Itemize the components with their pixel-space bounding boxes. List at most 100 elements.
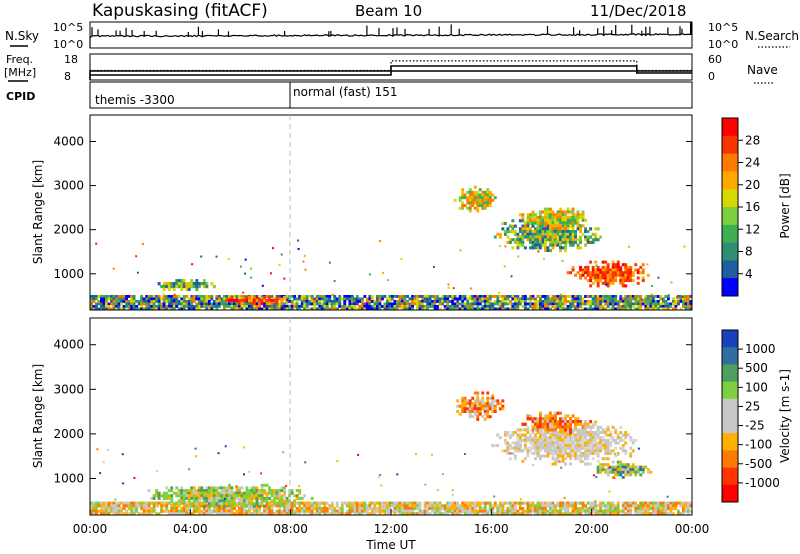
- data-cell: [458, 404, 462, 408]
- data-cell: [233, 502, 236, 506]
- data-cell: [581, 454, 585, 458]
- data-cell: [560, 466, 563, 469]
- data-cell: [523, 436, 527, 440]
- data-cell: [210, 502, 214, 506]
- data-cell: [207, 512, 211, 516]
- data-cell: [574, 221, 577, 225]
- data-cell: [651, 300, 655, 303]
- data-cell: [210, 297, 214, 301]
- data-cell: [110, 501, 113, 505]
- data-cell: [182, 297, 186, 301]
- data-cell: [403, 504, 407, 508]
- data-cell: [310, 302, 314, 306]
- data-cell: [243, 305, 246, 308]
- data-cell: [182, 489, 186, 493]
- data-cell: [182, 491, 186, 495]
- data-cell: [576, 417, 580, 421]
- data-cell: [373, 307, 377, 311]
- data-cell: [624, 271, 628, 275]
- data-cell: [526, 414, 530, 418]
- data-cell: [195, 279, 199, 283]
- data-cell: [378, 302, 382, 306]
- data-cell: [526, 452, 530, 455]
- data-cell: [255, 499, 259, 503]
- data-cell: [584, 235, 587, 239]
- data-cell: [345, 504, 349, 508]
- data-cell: [534, 438, 537, 442]
- data-cell: [526, 438, 530, 442]
- data-cell: [614, 307, 618, 311]
- data-cell: [240, 301, 244, 306]
- data-cell: [539, 297, 542, 301]
- data-cell: [554, 417, 557, 421]
- data-cell: [491, 509, 495, 513]
- data-cell: [536, 438, 540, 442]
- data-cell: [295, 305, 299, 308]
- data-cell: [413, 501, 417, 505]
- data-cell: [559, 422, 562, 426]
- data-cell: [601, 265, 605, 269]
- data-cell: [130, 307, 133, 311]
- data-cell: [130, 504, 133, 508]
- data-cell: [102, 509, 106, 513]
- data-cell: [217, 509, 221, 513]
- data-cell: [561, 454, 565, 458]
- data-cell: [197, 282, 201, 286]
- data-cell: [303, 507, 307, 511]
- data-cell: [476, 196, 480, 200]
- data-cell: [509, 452, 512, 455]
- data-cell: [441, 297, 445, 301]
- data-cell: [280, 486, 284, 490]
- data-cell: [270, 507, 274, 511]
- data-cell: [192, 512, 196, 516]
- data-cell: [378, 501, 382, 505]
- data-cell: [105, 302, 108, 306]
- data-cell: [584, 438, 587, 442]
- data-cell: [156, 470, 159, 473]
- data-cell: [486, 501, 490, 505]
- data-cell: [160, 305, 164, 308]
- colorbar-tick-label: -1000: [745, 476, 780, 490]
- data-cell: [536, 230, 540, 234]
- data-cell: [92, 509, 96, 513]
- data-cell: [350, 305, 354, 308]
- data-cell: [606, 281, 610, 285]
- data-cell: [599, 271, 603, 275]
- data-cell: [584, 509, 587, 513]
- data-cell: [418, 504, 422, 508]
- data-cell: [263, 491, 266, 495]
- data-cell: [554, 297, 557, 301]
- data-cell: [581, 273, 585, 277]
- data-cell: [388, 307, 392, 311]
- data-cell: [646, 295, 650, 298]
- data-cell: [566, 230, 570, 234]
- data-cell: [513, 232, 517, 236]
- data-cell: [295, 501, 299, 505]
- data-cell: [411, 507, 414, 511]
- data-cell: [559, 302, 562, 306]
- data-cell: [265, 496, 269, 500]
- data-cell: [646, 507, 650, 511]
- data-cell: [310, 496, 314, 500]
- data-cell: [549, 417, 552, 421]
- data-cell: [187, 302, 191, 306]
- data-cell: [621, 300, 625, 303]
- data-cell: [473, 201, 477, 205]
- data-cell: [571, 433, 575, 437]
- data-cell: [310, 507, 314, 511]
- data-cell: [162, 300, 166, 303]
- data-cell: [589, 462, 593, 466]
- data-cell: [536, 501, 540, 505]
- data-cell: [576, 295, 580, 298]
- data-cell: [285, 504, 289, 508]
- data-cell: [614, 268, 618, 272]
- data-cell: [478, 196, 482, 200]
- colorbar-tick-label: 25: [745, 399, 760, 413]
- data-cell: [594, 507, 598, 511]
- data-cell: [564, 249, 567, 253]
- data-cell: [172, 509, 176, 513]
- data-cell: [300, 305, 304, 308]
- data-cell: [202, 282, 206, 286]
- data-cell: [604, 265, 608, 269]
- data-cell: [498, 305, 502, 308]
